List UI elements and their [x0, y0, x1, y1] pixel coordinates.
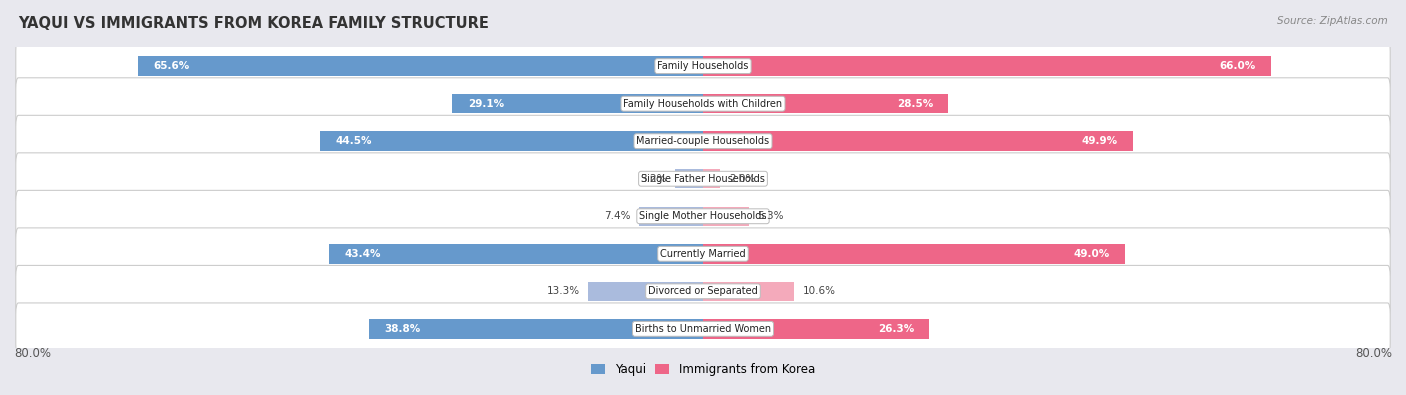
Text: Family Households with Children: Family Households with Children	[623, 99, 783, 109]
Text: Single Mother Households: Single Mother Households	[640, 211, 766, 221]
FancyBboxPatch shape	[15, 115, 1391, 167]
Bar	[703, 244, 1125, 263]
Text: 66.0%: 66.0%	[1219, 61, 1256, 71]
FancyBboxPatch shape	[15, 265, 1391, 317]
Text: 80.0%: 80.0%	[1355, 347, 1392, 360]
Text: 5.3%: 5.3%	[758, 211, 783, 221]
Text: Family Households: Family Households	[658, 61, 748, 71]
FancyBboxPatch shape	[15, 153, 1391, 205]
Text: 49.0%: 49.0%	[1073, 249, 1109, 259]
Bar	[453, 94, 703, 113]
Bar	[329, 244, 703, 263]
Text: Divorced or Separated: Divorced or Separated	[648, 286, 758, 296]
Bar	[675, 169, 703, 188]
Bar	[138, 56, 703, 76]
Bar	[319, 132, 703, 151]
FancyBboxPatch shape	[15, 303, 1391, 355]
Bar	[703, 319, 929, 339]
Text: 44.5%: 44.5%	[335, 136, 371, 146]
FancyBboxPatch shape	[15, 190, 1391, 242]
Legend: Yaqui, Immigrants from Korea: Yaqui, Immigrants from Korea	[586, 358, 820, 381]
Bar	[703, 207, 748, 226]
Text: Births to Unmarried Women: Births to Unmarried Women	[636, 324, 770, 334]
Text: 43.4%: 43.4%	[344, 249, 381, 259]
Bar	[703, 282, 794, 301]
Text: 29.1%: 29.1%	[468, 99, 503, 109]
FancyBboxPatch shape	[15, 40, 1391, 92]
FancyBboxPatch shape	[15, 228, 1391, 280]
Bar	[703, 132, 1133, 151]
Bar	[640, 207, 703, 226]
Bar	[368, 319, 703, 339]
Bar	[703, 94, 949, 113]
Text: 13.3%: 13.3%	[547, 286, 579, 296]
Text: Currently Married: Currently Married	[661, 249, 745, 259]
Text: YAQUI VS IMMIGRANTS FROM KOREA FAMILY STRUCTURE: YAQUI VS IMMIGRANTS FROM KOREA FAMILY ST…	[18, 16, 489, 31]
Text: 28.5%: 28.5%	[897, 99, 934, 109]
Text: Single Father Households: Single Father Households	[641, 174, 765, 184]
Bar	[703, 169, 720, 188]
Text: 2.0%: 2.0%	[728, 174, 755, 184]
Bar	[589, 282, 703, 301]
Text: 80.0%: 80.0%	[14, 347, 51, 360]
FancyBboxPatch shape	[15, 78, 1391, 130]
Text: 38.8%: 38.8%	[384, 324, 420, 334]
Text: Married-couple Households: Married-couple Households	[637, 136, 769, 146]
Text: 7.4%: 7.4%	[605, 211, 631, 221]
Text: 26.3%: 26.3%	[877, 324, 914, 334]
Bar	[703, 56, 1271, 76]
Text: 3.2%: 3.2%	[640, 174, 666, 184]
Text: 10.6%: 10.6%	[803, 286, 837, 296]
Text: 65.6%: 65.6%	[153, 61, 190, 71]
Text: Source: ZipAtlas.com: Source: ZipAtlas.com	[1277, 16, 1388, 26]
Text: 49.9%: 49.9%	[1081, 136, 1118, 146]
